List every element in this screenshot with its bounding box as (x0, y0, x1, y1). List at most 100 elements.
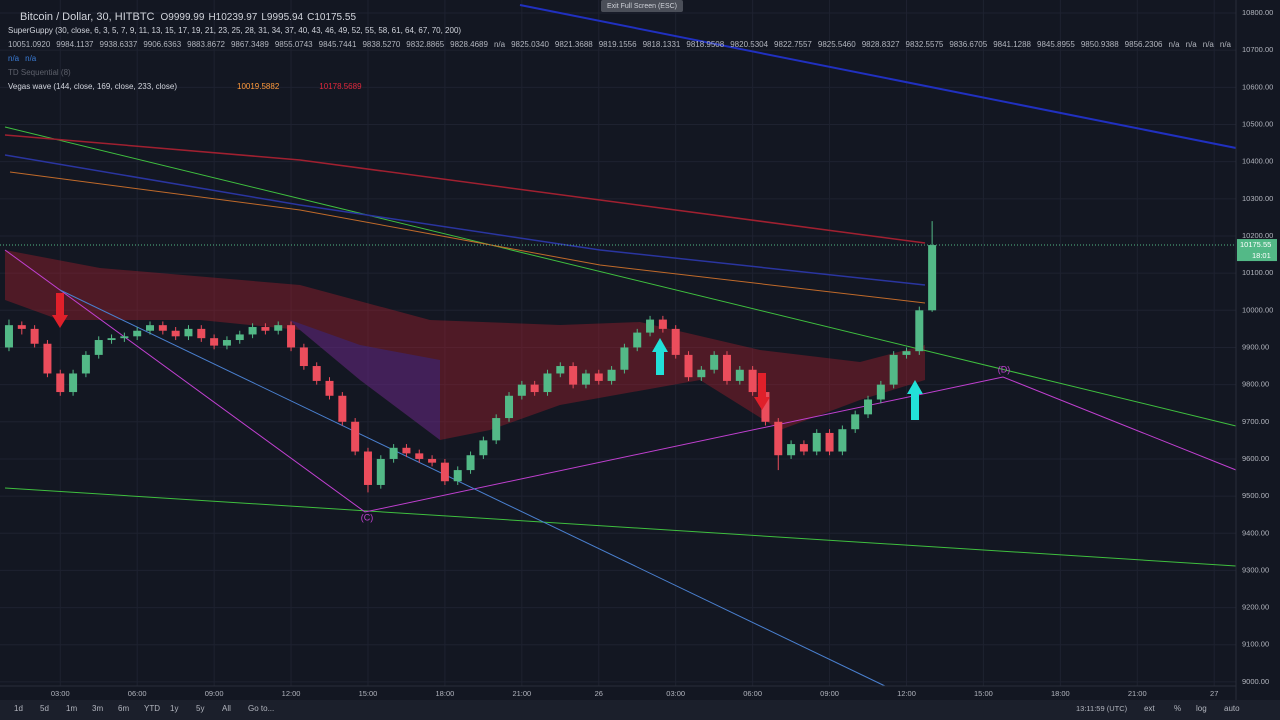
range-button[interactable]: 3m (92, 704, 103, 713)
trend-line (59, 289, 886, 687)
candle-body (158, 325, 167, 331)
range-button[interactable]: 1d (14, 704, 23, 713)
trend-line (4, 487, 1237, 567)
range-button[interactable]: Go to... (248, 704, 274, 713)
y-tick-label: 10800.00 (1242, 8, 1273, 17)
legend-row: 10051.0920 9984.1137 9938.6337 9906.6363 988… (8, 38, 1237, 52)
indicator-value: n/a (1168, 40, 1180, 49)
trend-line (4, 126, 1237, 427)
candle-body (94, 340, 103, 355)
candle-body (235, 334, 244, 341)
candle-body (389, 447, 398, 459)
indicator-value: n/a (1202, 40, 1214, 49)
x-tick-label: 18:00 (1051, 689, 1070, 698)
indicator-value: 9821.3688 (554, 40, 593, 49)
candle-body (774, 421, 783, 456)
x-tick-label: 18:00 (436, 689, 455, 698)
sell-arrow (52, 293, 68, 328)
candle-body (851, 414, 860, 430)
range-button[interactable]: All (222, 704, 231, 713)
candle-body (376, 458, 385, 485)
candle-body (517, 384, 526, 396)
candle-body (30, 328, 39, 344)
candle-body (812, 432, 821, 452)
x-tick-label: 09:00 (820, 689, 839, 698)
indicator-value: 9819.1556 (598, 40, 637, 49)
y-tick-label: 10200.00 (1242, 231, 1273, 240)
tooltip (601, 0, 683, 12)
range-button[interactable]: YTD (144, 704, 160, 713)
candle-body (889, 354, 898, 385)
range-button[interactable]: 1m (66, 704, 77, 713)
range-button[interactable]: 6m (118, 704, 129, 713)
sell-arrow (754, 373, 770, 410)
x-tick-label: 21:00 (512, 689, 531, 698)
x-tick-label: 03:00 (51, 689, 70, 698)
option-button[interactable]: ext (1144, 704, 1155, 713)
indicator-value: n/a (1185, 40, 1197, 49)
y-tick-label: 9300.00 (1242, 565, 1269, 574)
y-tick-label: 10400.00 (1242, 157, 1273, 166)
candle-body (466, 455, 475, 471)
x-tick-label: 12:00 (282, 689, 301, 698)
candle-body (710, 354, 719, 370)
option-button[interactable]: auto (1224, 704, 1240, 713)
range-button[interactable]: 5y (196, 704, 204, 713)
indicator-value: 9828.8327 (861, 40, 900, 49)
price-tag-label: 10175.55 (1240, 240, 1271, 249)
candle-body (556, 366, 565, 374)
trend-line (519, 4, 1237, 149)
ohlc-value: L9995.94 (261, 12, 304, 23)
range-button[interactable]: 5d (40, 704, 49, 713)
candle-body (581, 373, 590, 385)
indicator-value: 10051.0920 (8, 40, 51, 49)
candle-body (248, 327, 257, 335)
x-tick-label: 03:00 (666, 689, 685, 698)
candle-body (735, 369, 744, 381)
x-tick-label: 09:00 (205, 689, 224, 698)
indicator-value: n/a (493, 40, 506, 49)
candle-body (902, 351, 911, 355)
indicator-value: n/a (8, 54, 20, 63)
candle-body (43, 343, 52, 374)
indicator-value: n/a (1219, 40, 1231, 49)
candle-body (171, 330, 180, 337)
indicator-value: 9820.5304 (730, 40, 769, 49)
y-tick-label: 10600.00 (1242, 82, 1273, 91)
legend-row: Vegas wave (144, close, 169, close, 233,… (8, 80, 1237, 94)
legend-row: Bitcoin / Dollar, 30, HITBTC O9999.99 H102… (8, 10, 1237, 24)
indicator-value: 9906.6363 (143, 40, 182, 49)
candle-body (671, 328, 680, 355)
legend-row: SuperGuppy (30, close, 6, 3, 5, 7, 9, 11… (8, 24, 1237, 38)
candle-body (492, 418, 501, 441)
candle-body (864, 399, 873, 415)
candle-body (69, 373, 78, 393)
option-button[interactable]: % (1174, 704, 1181, 713)
candle-body (56, 373, 65, 393)
indicator-value: 9850.9388 (1080, 40, 1119, 49)
x-tick-label: 26 (595, 689, 603, 698)
candle-body (415, 453, 424, 459)
countdown: 18:01 (1252, 251, 1271, 260)
price-tag (1237, 239, 1277, 262)
candle-body (607, 369, 616, 381)
wave-line (4, 249, 1237, 513)
range-button[interactable]: 1y (170, 704, 178, 713)
indicator-value: 9855.0743 (274, 40, 313, 49)
indicator-value: 9832.8865 (406, 40, 445, 49)
indicator: TD Sequential (8) (8, 68, 71, 77)
option-button[interactable]: log (1196, 704, 1207, 713)
tooltip-text: Exit Full Screen (ESC) (607, 3, 677, 10)
indicator-value: 9856.2306 (1124, 40, 1163, 49)
candle-body (4, 325, 13, 348)
ohlc: O9999.99 H10239.97 L9995.94 C10175.55 (161, 12, 361, 23)
x-tick-label: 12:00 (897, 689, 916, 698)
ohlc-value: C10175.55 (307, 12, 357, 23)
y-tick-label: 9800.00 (1242, 380, 1269, 389)
candle-body (684, 354, 693, 378)
candle-body (530, 384, 539, 393)
indicator-value: 9832.5575 (905, 40, 944, 49)
candle-body (363, 451, 372, 485)
